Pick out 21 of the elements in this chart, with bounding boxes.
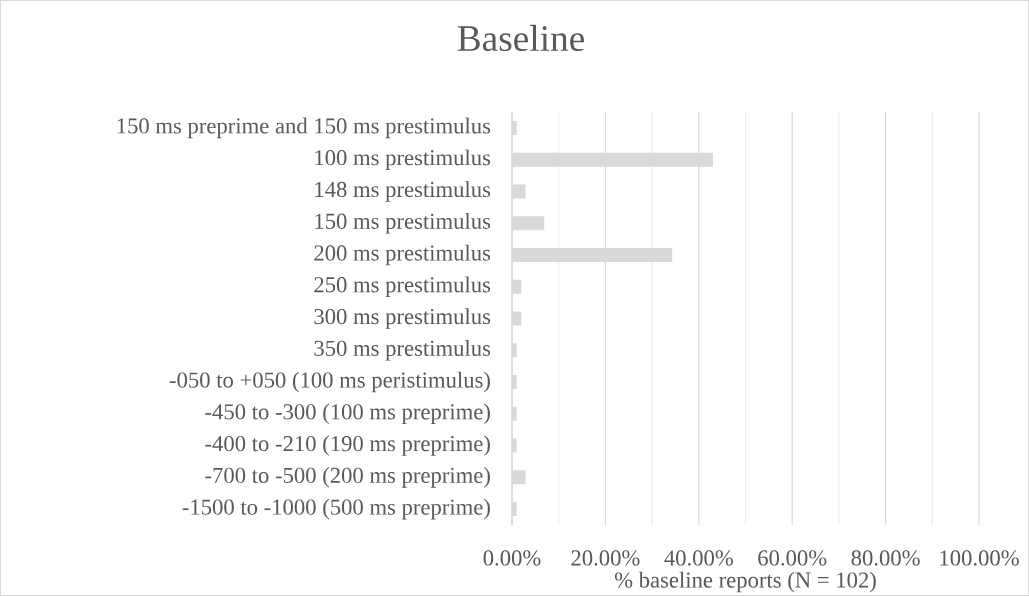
x-tick-label: 20.00% bbox=[571, 550, 640, 566]
x-tick-label: 40.00% bbox=[664, 550, 733, 566]
y-tick-label: 148 ms prestimulus bbox=[315, 181, 491, 202]
y-tick-label: -450 to -300 (100 ms preprime) bbox=[205, 403, 490, 425]
x-tick-label: 60.00% bbox=[758, 550, 827, 566]
y-tick-label: -700 to -500 (200 ms preprime) bbox=[205, 467, 490, 488]
y-tick-label: 100 ms prestimulus bbox=[315, 149, 491, 171]
y-tick-label: 350 ms prestimulus bbox=[314, 340, 491, 361]
y-tick-label: 300 ms prestimulus bbox=[314, 308, 491, 329]
y-tick-label: 250 ms prestimulus bbox=[314, 276, 491, 298]
y-tick-label: -400 to -210 (190 ms preprime) bbox=[205, 435, 490, 456]
y-tick-label: 200 ms prestimulus bbox=[314, 244, 491, 266]
x-tick-label: 100.00% bbox=[940, 550, 1019, 566]
y-tick-label: -1500 to -1000 (500 ms preprime) bbox=[182, 498, 490, 520]
x-tick-label: 80.00% bbox=[851, 550, 920, 566]
y-tick-label: -050 to +050 (100 ms peristimulus) bbox=[169, 371, 490, 393]
chart-title: Baseline bbox=[457, 25, 584, 52]
y-tick-label: 150 ms preprime and 150 ms prestimulus bbox=[117, 117, 491, 139]
x-axis-title: % baseline reports (N = 102) bbox=[614, 571, 876, 593]
y-tick-label: 150 ms prestimulus bbox=[315, 213, 491, 234]
x-tick-label: 0.00% bbox=[483, 550, 541, 566]
